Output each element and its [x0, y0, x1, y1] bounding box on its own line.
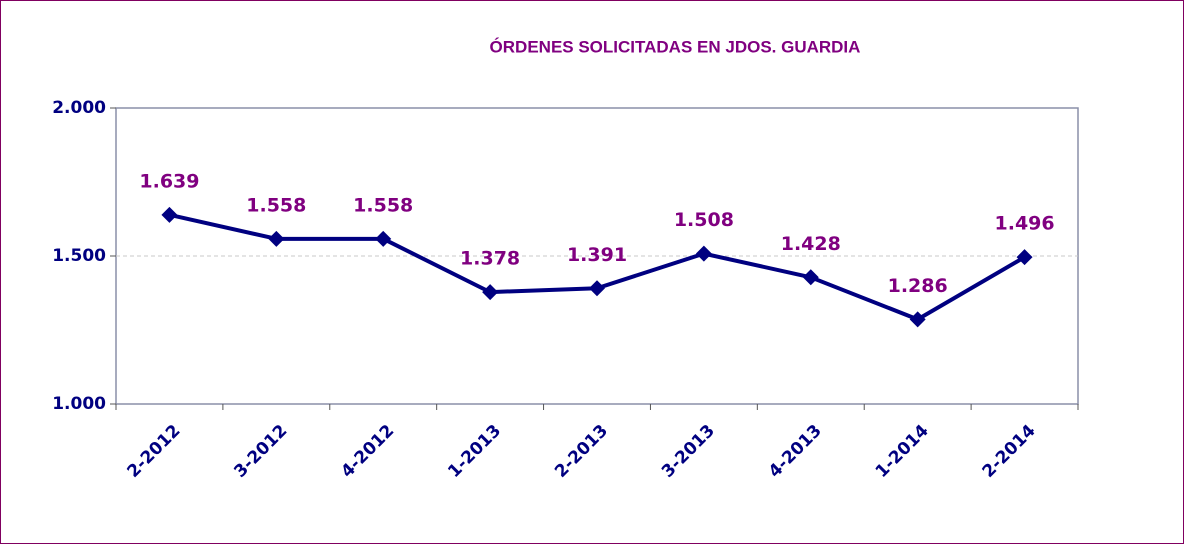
data-label: 1.558	[353, 194, 413, 216]
y-tick-label: 1.000	[52, 394, 106, 414]
marker	[161, 206, 178, 223]
data-label: 1.508	[674, 209, 734, 231]
marker	[268, 230, 285, 247]
data-label: 1.639	[139, 170, 199, 192]
data-label: 1.391	[567, 244, 627, 266]
marker	[375, 230, 392, 247]
data-label: 1.496	[995, 213, 1055, 235]
marker	[909, 311, 926, 328]
chart-title: ÓRDENES SOLICITADAS EN JDOS. GUARDIA	[490, 37, 861, 56]
marker	[482, 284, 499, 301]
data-label: 1.558	[246, 194, 306, 216]
marker	[695, 245, 712, 262]
y-tick-label: 2.000	[52, 98, 106, 118]
data-label: 1.378	[460, 248, 520, 270]
marker	[1016, 249, 1033, 266]
y-tick-label: 1.500	[52, 246, 106, 266]
marker	[802, 269, 819, 286]
data-label: 1.286	[888, 275, 948, 297]
marker	[589, 280, 605, 297]
data-label: 1.428	[781, 233, 841, 255]
